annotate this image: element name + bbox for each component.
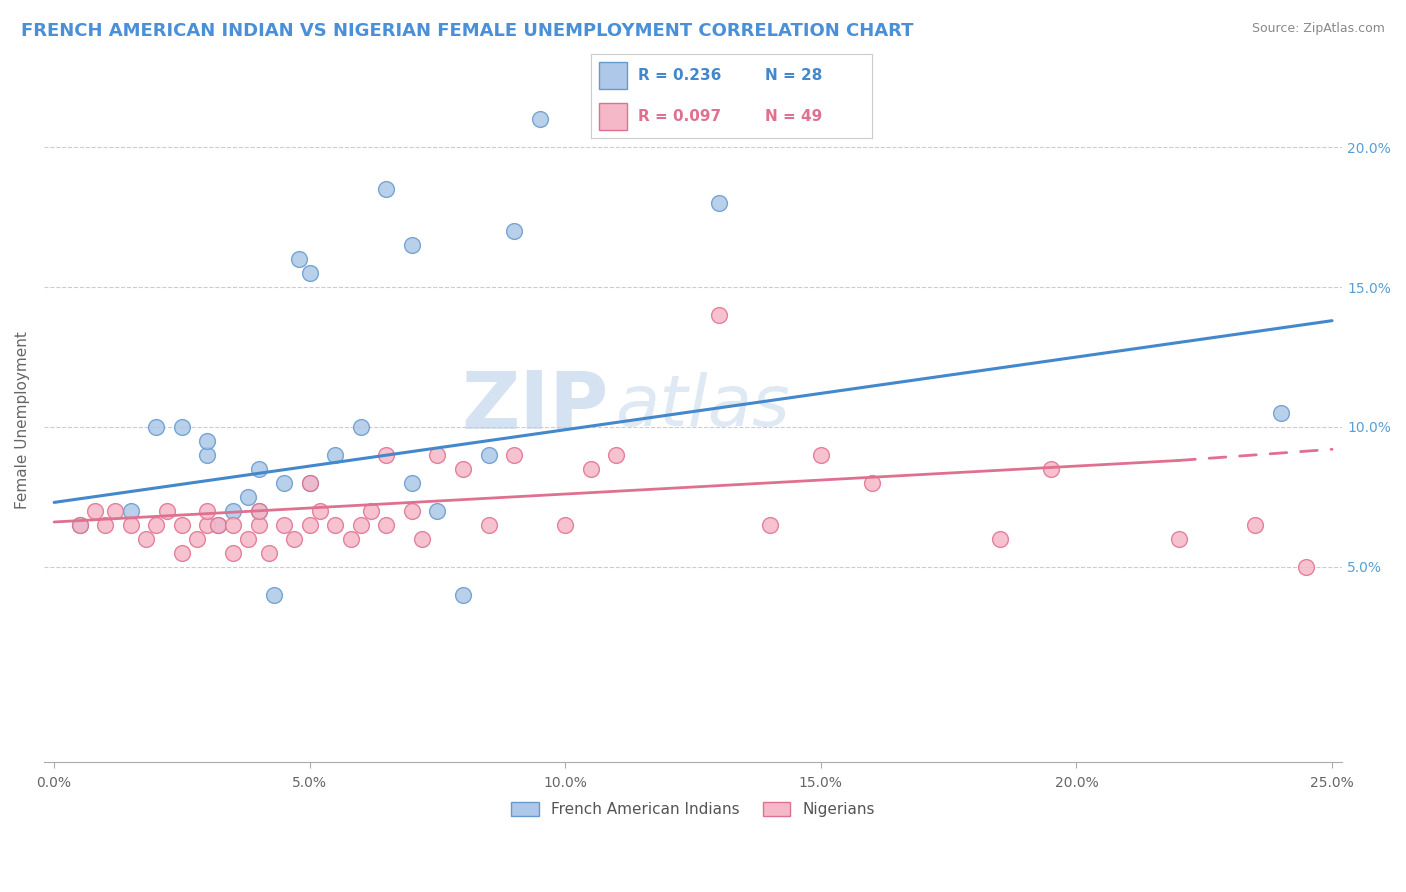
Text: N = 49: N = 49 (765, 109, 823, 124)
Point (84, 504, 107, 518)
Point (170, 420, 193, 434)
Point (298, 475, 321, 490)
Point (197, 448, 219, 462)
Point (207, 517, 229, 532)
Point (288, 252, 311, 267)
Point (605, 448, 627, 462)
Point (426, 448, 449, 462)
Point (197, 504, 219, 518)
Point (478, 448, 501, 462)
Point (375, 448, 398, 462)
Point (339, 532, 361, 546)
Point (860, 475, 883, 490)
Point (222, 546, 245, 560)
Point (375, 182, 398, 196)
Point (401, 475, 423, 490)
Point (1270, 406, 1292, 420)
Text: Source: ZipAtlas.com: Source: ZipAtlas.com (1251, 22, 1385, 36)
Point (1167, 532, 1189, 546)
Point (426, 504, 449, 518)
Point (197, 517, 219, 532)
Point (350, 517, 373, 532)
Point (120, 517, 142, 532)
Point (120, 504, 142, 518)
Point (273, 475, 295, 490)
Point (263, 588, 285, 602)
Point (170, 517, 193, 532)
Point (238, 490, 260, 504)
Point (1244, 517, 1267, 532)
Point (554, 517, 576, 532)
Point (360, 504, 382, 518)
Point (478, 517, 501, 532)
Point (503, 448, 526, 462)
Point (401, 504, 423, 518)
Point (135, 532, 157, 546)
Point (401, 238, 423, 252)
Point (451, 462, 474, 476)
Point (247, 504, 270, 518)
Point (283, 532, 305, 546)
FancyBboxPatch shape (599, 62, 627, 89)
Point (323, 517, 346, 532)
Point (273, 517, 295, 532)
FancyBboxPatch shape (599, 103, 627, 130)
Text: N = 28: N = 28 (765, 68, 823, 83)
Point (350, 420, 373, 434)
Point (145, 517, 167, 532)
Point (451, 588, 474, 602)
Point (988, 532, 1011, 546)
Text: FRENCH AMERICAN INDIAN VS NIGERIAN FEMALE UNEMPLOYMENT CORRELATION CHART: FRENCH AMERICAN INDIAN VS NIGERIAN FEMAL… (21, 22, 914, 40)
Point (257, 546, 280, 560)
Text: ZIP: ZIP (461, 368, 609, 445)
Point (758, 517, 780, 532)
Point (375, 517, 398, 532)
Point (238, 532, 260, 546)
Text: R = 0.097: R = 0.097 (638, 109, 721, 124)
Point (155, 504, 177, 518)
Point (707, 308, 730, 322)
Point (69, 517, 91, 532)
Point (707, 196, 730, 211)
Point (186, 532, 208, 546)
Point (94, 517, 117, 532)
Point (529, 112, 551, 127)
Point (145, 420, 167, 434)
Point (247, 504, 270, 518)
Point (197, 434, 219, 448)
Point (222, 517, 245, 532)
Y-axis label: Female Unemployment: Female Unemployment (15, 331, 30, 508)
Point (170, 546, 193, 560)
Point (810, 448, 832, 462)
Point (298, 475, 321, 490)
Point (298, 517, 321, 532)
Point (579, 462, 602, 476)
Text: R = 0.236: R = 0.236 (638, 68, 721, 83)
Point (411, 532, 433, 546)
Point (247, 462, 270, 476)
Point (222, 504, 245, 518)
Point (503, 224, 526, 238)
Legend: French American Indians, Nigerians: French American Indians, Nigerians (505, 796, 882, 823)
Point (298, 266, 321, 280)
Point (309, 504, 332, 518)
Point (247, 517, 270, 532)
Point (69, 517, 91, 532)
Text: atlas: atlas (616, 372, 790, 441)
Point (104, 504, 127, 518)
Point (1295, 559, 1317, 574)
Point (1039, 462, 1062, 476)
Point (207, 517, 229, 532)
Point (323, 448, 346, 462)
